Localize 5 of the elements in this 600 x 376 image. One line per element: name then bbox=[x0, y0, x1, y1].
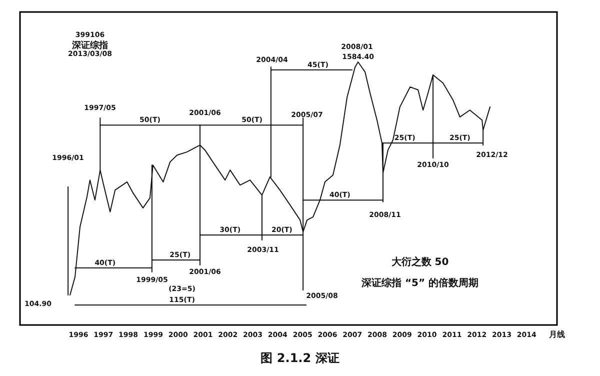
text: 月线 bbox=[548, 330, 565, 339]
annotation: 深证综指 “5” 的倍数周期 bbox=[360, 277, 479, 289]
annotation: 大衍之数 50 bbox=[390, 256, 449, 268]
caption: 图 2.1.2 深证 bbox=[260, 351, 340, 365]
text: 深证综指 bbox=[71, 40, 108, 51]
